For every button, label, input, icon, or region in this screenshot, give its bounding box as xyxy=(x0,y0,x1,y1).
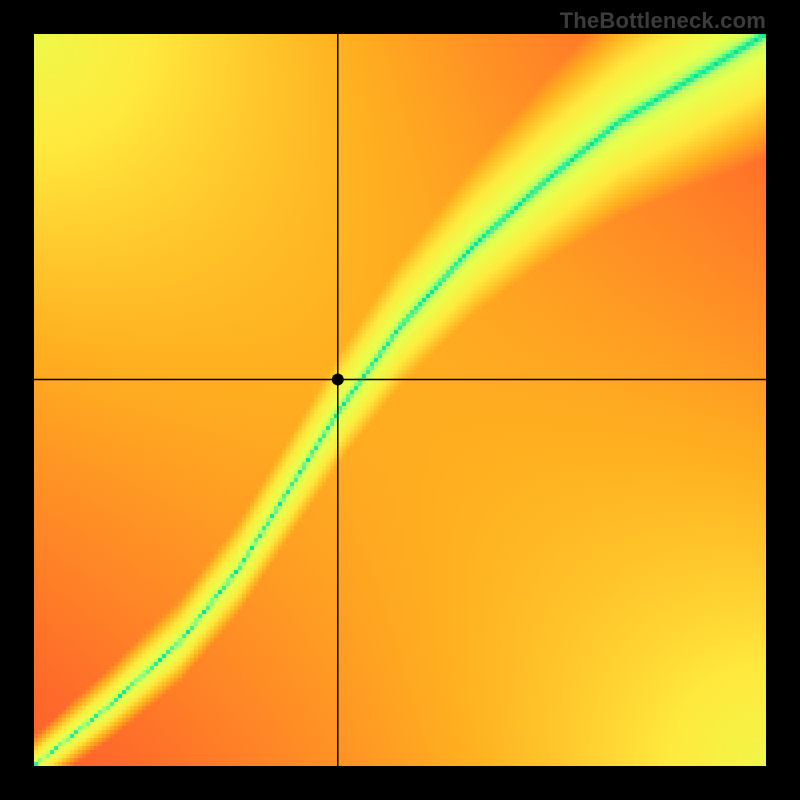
chart-container: TheBottleneck.com xyxy=(0,0,800,800)
heatmap-canvas xyxy=(0,0,800,800)
watermark-text: TheBottleneck.com xyxy=(560,8,766,34)
